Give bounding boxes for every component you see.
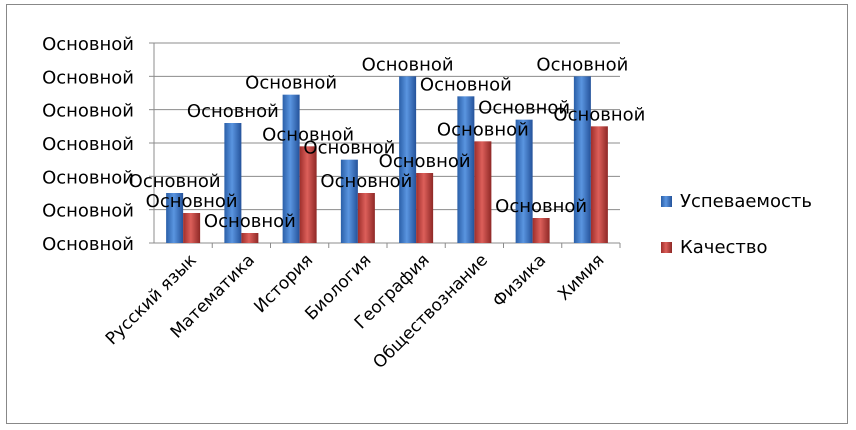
data-label: Основной — [478, 98, 570, 119]
data-label: Основной — [553, 104, 645, 125]
bar-uspevaemost — [224, 123, 242, 243]
bar-kachestvo — [532, 218, 550, 243]
bar-kachestvo — [299, 146, 317, 243]
bar-uspevaemost — [340, 159, 358, 243]
y-tick-label: Основной — [42, 67, 134, 88]
y-tick-label: Основной — [42, 101, 134, 122]
bar-kachestvo — [416, 173, 434, 243]
bar-uspevaemost — [573, 76, 591, 243]
x-tick-label: Обществознание — [369, 250, 491, 372]
legend-label: Качество — [680, 237, 768, 258]
bars — [166, 76, 608, 244]
data-label: Основной — [379, 151, 471, 172]
bar-uspevaemost — [282, 94, 300, 244]
data-label: Основной — [146, 191, 238, 212]
legend-label: Успеваемость — [680, 191, 812, 212]
legend: Успеваемость Качество — [661, 191, 812, 258]
bar-uspevaemost — [166, 193, 184, 243]
y-tick-label: Основной — [42, 134, 134, 155]
x-tick-label: Химия — [554, 250, 608, 304]
y-tick-label: Основной — [42, 34, 134, 55]
data-label: Основной — [187, 101, 279, 122]
data-label: Основной — [129, 171, 221, 192]
bar-kachestvo — [474, 141, 492, 243]
bar-uspevaemost — [457, 96, 475, 243]
data-label: Основной — [303, 138, 395, 159]
legend-swatch — [661, 242, 672, 253]
bar-kachestvo — [183, 213, 201, 243]
data-label: Основной — [245, 73, 337, 94]
data-label: Основной — [320, 171, 412, 192]
y-tick-label: Основной — [42, 201, 134, 222]
y-tick-label: Основной — [42, 234, 134, 255]
x-tick-labels: Русский языкМатематикаИсторияБиологияГео… — [102, 250, 609, 372]
y-tick-label: Основной — [42, 167, 134, 188]
data-label: Основной — [420, 74, 512, 95]
bar-uspevaemost — [515, 119, 533, 243]
legend-swatch — [661, 196, 672, 207]
bar-kachestvo — [590, 126, 608, 243]
x-tick-label: Физика — [489, 250, 550, 311]
data-label: Основной — [536, 54, 628, 75]
data-label: Основной — [204, 211, 296, 232]
data-label: Основной — [437, 119, 529, 140]
bar-kachestvo — [241, 233, 259, 243]
data-label: Основной — [495, 196, 587, 217]
data-label: Основной — [262, 124, 354, 145]
data-labels: ОсновнойОсновнойОсновнойОсновнойОсновной… — [129, 54, 646, 232]
bar-kachestvo — [357, 193, 375, 243]
bar-uspevaemost — [399, 76, 417, 243]
data-label: Основной — [362, 54, 454, 75]
y-tick-labels: Основной Основной Основной Основной Основной… — [42, 34, 134, 255]
